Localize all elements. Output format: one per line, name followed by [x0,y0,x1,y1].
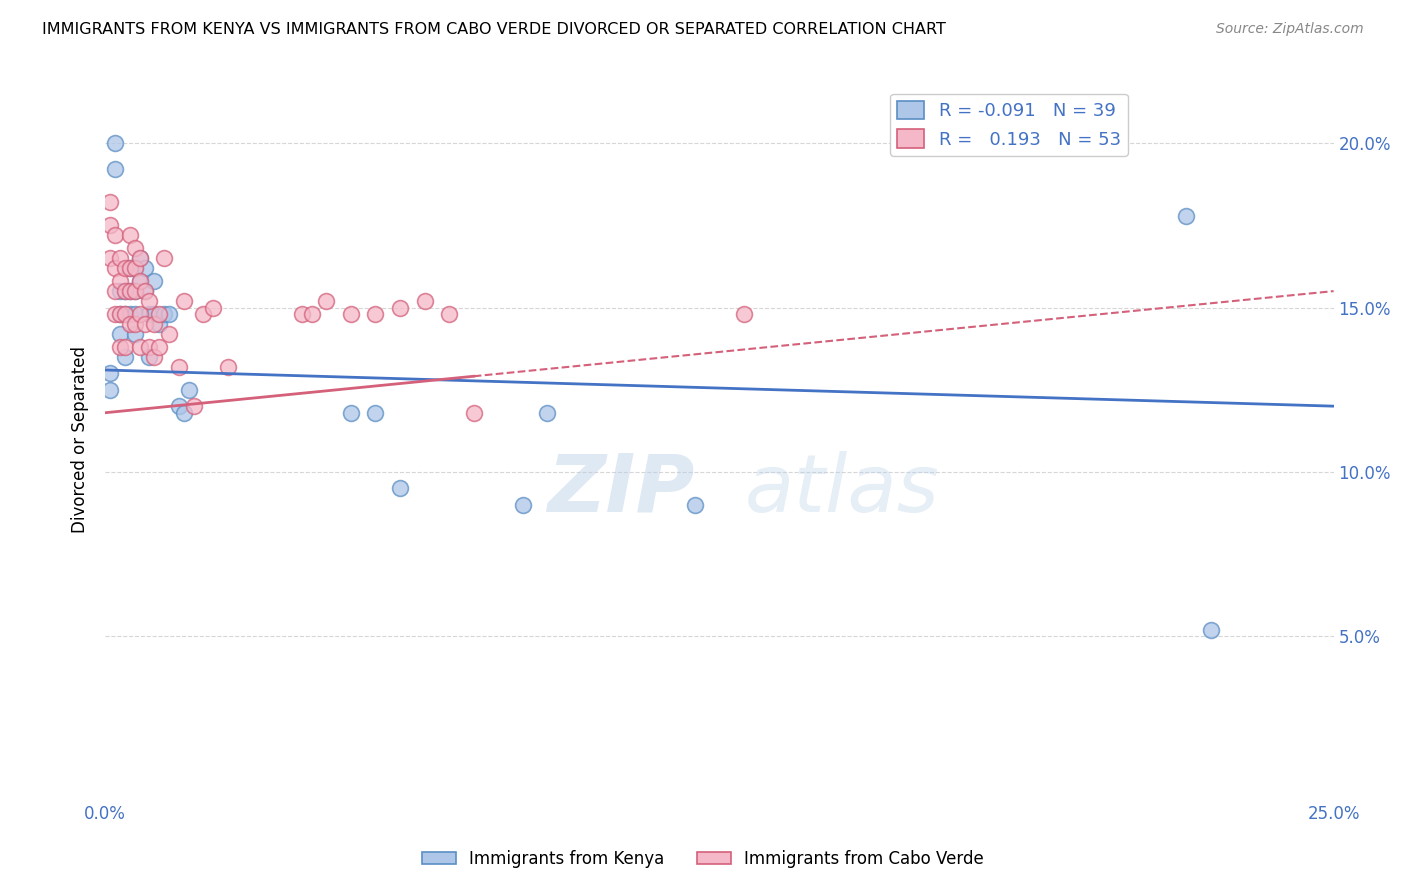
Point [104,136,127,151]
Point [108,307,131,321]
Point [183,399,205,413]
Point [134,284,156,298]
Point [124,261,146,276]
Point [463,406,485,420]
Point [108,307,131,321]
Point [128,274,150,288]
Text: Source: ZipAtlas.com: Source: ZipAtlas.com [1216,22,1364,37]
Point [202,301,225,315]
Point [128,252,150,266]
Point [98,383,121,397]
Point [134,261,156,276]
Point [157,307,180,321]
Point [315,293,337,308]
Point [104,228,127,243]
Point [437,307,460,321]
Point [124,326,146,341]
Point [389,301,412,315]
Legend: R = -0.091   N = 39, R =   0.193   N = 53: R = -0.091 N = 39, R = 0.193 N = 53 [890,94,1128,156]
Text: atlas: atlas [745,450,939,529]
Point [291,307,314,321]
Point [177,383,200,397]
Point [143,307,166,321]
Point [114,340,136,354]
Point [143,274,166,288]
Point [118,261,141,276]
Point [118,284,141,298]
Point [124,284,146,298]
Y-axis label: Divorced or Separated: Divorced or Separated [72,345,89,533]
Point [104,162,127,177]
Point [148,340,170,354]
Point [118,307,141,321]
Point [148,317,170,331]
Point [124,261,146,276]
Point [114,284,136,298]
Point [217,359,239,374]
Point [413,293,436,308]
Point [340,307,363,321]
Point [124,317,146,331]
Point [193,307,215,321]
Point [138,307,160,321]
Point [108,252,131,266]
Point [138,340,160,354]
Point [118,284,141,298]
Point [104,307,127,321]
Point [143,317,166,331]
Point [364,406,387,420]
Point [167,399,190,413]
Point [98,219,121,233]
Point [98,195,121,210]
Point [143,350,166,364]
Point [173,406,195,420]
Point [124,241,146,255]
Point [114,307,136,321]
Point [114,307,136,321]
Point [153,307,176,321]
Point [536,406,558,420]
Point [104,261,127,276]
Point [167,359,190,374]
Point [108,284,131,298]
Point [301,307,323,321]
Point [733,307,755,321]
Point [98,252,121,266]
Point [124,284,146,298]
Point [104,284,127,298]
Point [138,350,160,364]
Point [683,498,706,512]
Point [1199,623,1222,637]
Point [128,307,150,321]
Point [114,350,136,364]
Point [512,498,534,512]
Point [108,326,131,341]
Point [157,326,180,341]
Point [124,307,146,321]
Point [128,340,150,354]
Text: ZIP: ZIP [547,450,695,529]
Text: IMMIGRANTS FROM KENYA VS IMMIGRANTS FROM CABO VERDE DIVORCED OR SEPARATED CORREL: IMMIGRANTS FROM KENYA VS IMMIGRANTS FROM… [42,22,946,37]
Point [153,252,176,266]
Point [364,307,387,321]
Point [340,406,363,420]
Point [173,293,195,308]
Point [108,274,131,288]
Point [1175,209,1198,223]
Point [98,366,121,380]
Point [128,274,150,288]
Point [134,284,156,298]
Point [389,481,412,495]
Point [114,284,136,298]
Point [108,340,131,354]
Point [134,317,156,331]
Point [138,293,160,308]
Point [118,261,141,276]
Point [118,317,141,331]
Point [114,261,136,276]
Legend: Immigrants from Kenya, Immigrants from Cabo Verde: Immigrants from Kenya, Immigrants from C… [416,844,990,875]
Point [118,228,141,243]
Point [148,307,170,321]
Point [128,252,150,266]
